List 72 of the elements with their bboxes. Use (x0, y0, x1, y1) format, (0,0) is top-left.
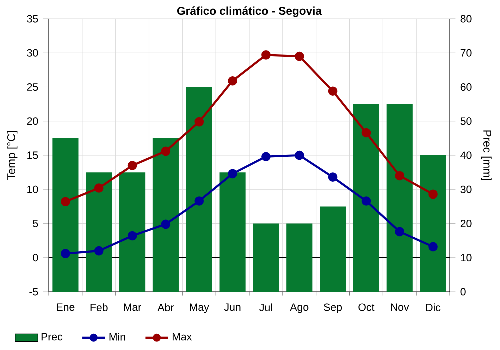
point (194, 196, 204, 206)
point (128, 231, 138, 241)
y-axis-title: Temp [°C] (7, 131, 18, 180)
x-tick-label: Nov (391, 304, 410, 312)
y2-tick-label: 20 (460, 220, 472, 228)
x-tick-label: May (190, 304, 210, 314)
point (395, 171, 405, 181)
y2-tick-label: 80 (460, 15, 472, 23)
point (94, 184, 104, 193)
bar (320, 206, 346, 292)
legend-label: Prec (42, 333, 63, 341)
x-tick-label: Jul (260, 304, 272, 312)
y-tick-label: 20 (27, 118, 38, 126)
point (161, 146, 171, 156)
bar (52, 138, 79, 292)
bar (120, 172, 146, 292)
bar (186, 87, 212, 292)
y-tick-label: 10 (28, 186, 38, 194)
chart-title: Gráfico climático - Segovia (177, 6, 322, 18)
bar (420, 156, 446, 292)
x-tick-label: Ene (57, 304, 75, 312)
x-tick-label: Sep (324, 304, 342, 314)
bar (220, 172, 246, 292)
x-tick-label: Feb (90, 304, 108, 312)
y2-tick-label: 60 (460, 83, 472, 92)
point (61, 197, 70, 207)
legend-label: Max (172, 333, 192, 341)
point (428, 190, 438, 200)
x-tick-label: Jun (224, 304, 241, 312)
point (428, 242, 438, 252)
point (262, 50, 271, 60)
y-tick-label: -5 (30, 288, 38, 296)
bar (286, 224, 313, 292)
y-tick-label: 0 (33, 254, 38, 262)
point (61, 249, 70, 258)
point (128, 161, 138, 170)
y2-tick-label: 40 (460, 152, 472, 160)
x-tick-label: Abr (158, 304, 174, 312)
point (294, 150, 304, 160)
y-tick-label: 15 (28, 152, 38, 160)
point (228, 169, 238, 179)
point (362, 128, 372, 138)
x-tick-label: Oct (358, 304, 375, 312)
bar (152, 138, 179, 292)
y2-tick-label: 0 (460, 288, 466, 296)
y-tick-label: 25 (27, 83, 38, 92)
point (228, 76, 238, 86)
y2-tick-label: 10 (461, 254, 472, 262)
point (94, 246, 104, 256)
bar (86, 172, 112, 292)
y-tick-label: 35 (27, 15, 38, 23)
y2-tick-label: 30 (460, 186, 472, 194)
point (262, 152, 271, 162)
y2-axis-title: Prec [mm] (481, 130, 492, 180)
x-tick-label: Mar (124, 304, 142, 312)
bar (253, 224, 280, 292)
bar (386, 104, 413, 292)
point (194, 117, 204, 127)
y2-tick-label: 50 (460, 118, 472, 126)
legend-label: Min (110, 333, 126, 341)
y-tick-label: 5 (33, 220, 38, 228)
point (328, 86, 338, 96)
point (362, 196, 372, 206)
y2-tick-label: 70 (460, 49, 472, 57)
point (294, 52, 304, 62)
point (161, 220, 171, 230)
bar (353, 104, 380, 292)
x-tick-label: Ago (290, 304, 309, 314)
y-tick-label: 30 (27, 49, 38, 57)
x-tick-label: Dic (426, 304, 441, 312)
point (395, 227, 405, 237)
point (328, 172, 338, 182)
